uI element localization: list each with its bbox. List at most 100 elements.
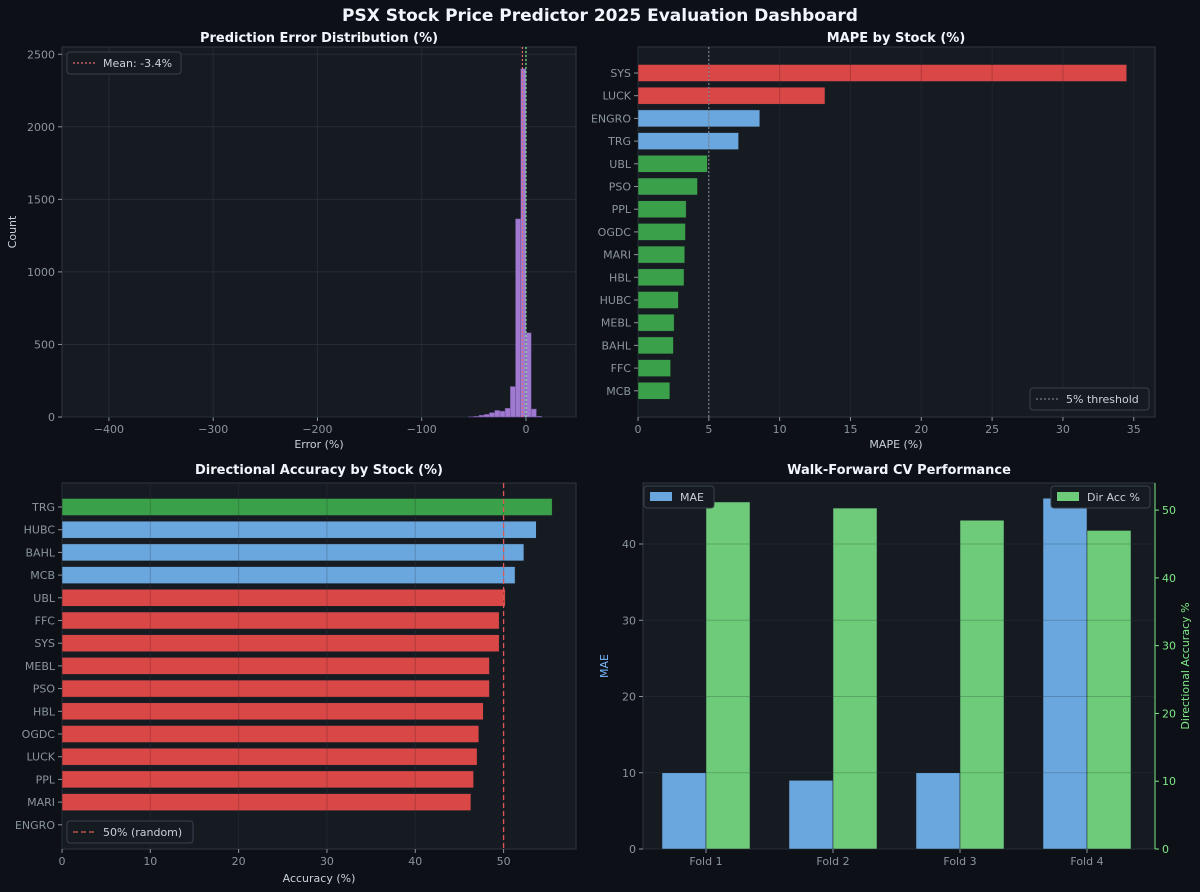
left-tick-label: 20 — [622, 691, 636, 704]
legend-swatch — [650, 492, 672, 501]
stock-label: PSO — [609, 181, 632, 194]
x-tick-label: 5 — [705, 423, 712, 436]
stock-label: MARI — [603, 249, 631, 262]
x-tick-label: 10 — [143, 855, 157, 868]
histogram-bar — [530, 408, 537, 418]
stock-label: HBL — [33, 705, 56, 718]
walk-forward-title: Walk-Forward CV Performance — [787, 463, 1011, 478]
legend-mean-label: Mean: -3.4% — [103, 57, 172, 70]
histogram-bar — [504, 408, 511, 418]
legend-threshold-label: 5% threshold — [1066, 393, 1139, 406]
mape-bar — [637, 313, 675, 332]
mape-bar — [637, 177, 698, 196]
histogram-bar — [489, 412, 495, 418]
stock-label: LUCK — [602, 90, 631, 103]
dir-acc-bar — [705, 501, 751, 850]
dir-acc-bar — [1086, 530, 1132, 850]
stock-label: FFC — [35, 615, 56, 628]
right-tick-label: 20 — [1162, 707, 1176, 720]
accuracy-bar — [61, 725, 480, 743]
legend-swatch — [1057, 492, 1079, 501]
x-tick-label: 30 — [1056, 423, 1070, 436]
histogram-bar — [478, 415, 485, 418]
x-tick-label: 30 — [320, 855, 334, 868]
accuracy-bar — [61, 498, 553, 516]
x-tick-label: −100 — [407, 423, 437, 436]
dir-acc-bar — [832, 507, 878, 850]
x-tick-label: 15 — [843, 423, 857, 436]
x-tick-label: 0 — [522, 423, 529, 436]
fold-label: Fold 1 — [689, 855, 722, 868]
legend-mae-label: MAE — [680, 491, 704, 504]
right-tick-label: 50 — [1162, 504, 1176, 517]
legend-box — [1029, 387, 1150, 411]
histogram-bar — [510, 386, 516, 418]
stock-label: TRG — [607, 135, 631, 148]
x-tick-label: 35 — [1127, 423, 1141, 436]
histogram-bar — [536, 416, 542, 418]
left-tick-label: 0 — [629, 843, 636, 856]
accuracy-bar — [61, 611, 500, 630]
fold-label: Fold 3 — [943, 855, 976, 868]
walk-forward-left-ylabel: MAE — [598, 654, 611, 678]
stock-label: PPL — [612, 203, 632, 216]
mape-bar — [637, 268, 685, 287]
walk-forward-panel: Walk-Forward CV Performance MAE Directio… — [598, 463, 1192, 868]
stock-label: MEBL — [601, 317, 632, 330]
mape-panel: MAPE by Stock (%) MAPE (%) 0 5 10 15 20 25 30 3… — [591, 31, 1156, 451]
legend-threshold-label: 50% (random) — [103, 826, 182, 839]
mae-bar — [915, 772, 961, 850]
stock-label: MARI — [27, 796, 55, 809]
accuracy-bar — [61, 543, 525, 562]
y-tick-label: 1000 — [27, 266, 55, 279]
left-tick-label: 30 — [622, 614, 636, 627]
left-tick-label: 40 — [622, 538, 636, 551]
histogram-bar — [525, 332, 532, 418]
stock-label: HUBC — [600, 294, 632, 307]
error-distribution-ylabel: Count — [6, 215, 19, 248]
y-tick-label: 2500 — [27, 48, 55, 61]
legend-box — [66, 51, 182, 75]
x-tick-label: 0 — [635, 423, 642, 436]
x-tick-label: 50 — [497, 855, 511, 868]
histogram-bar — [473, 416, 480, 418]
stock-label: MCB — [606, 385, 631, 398]
stock-label: ENGRO — [15, 819, 55, 832]
accuracy-bar — [61, 793, 472, 811]
stock-label: LUCK — [26, 751, 55, 764]
stock-label: HUBC — [24, 524, 56, 537]
mape-bar — [637, 291, 679, 309]
stock-label: HBL — [609, 271, 632, 284]
accuracy-bar — [61, 702, 484, 721]
x-tick-label: −200 — [302, 423, 332, 436]
accuracy-bar — [61, 520, 537, 539]
x-tick-label: −400 — [94, 423, 124, 436]
histogram-bar — [484, 414, 490, 418]
mape-bar — [637, 155, 708, 173]
stock-label: PPL — [36, 773, 56, 786]
mape-bar — [637, 336, 674, 355]
stock-label: PSO — [33, 683, 56, 696]
stock-label: BAHL — [602, 339, 632, 352]
error-distribution-title: Prediction Error Distribution (%) — [200, 31, 438, 46]
x-tick-label: 20 — [914, 423, 928, 436]
histogram-bar — [494, 410, 501, 418]
legend-box — [1050, 485, 1151, 509]
stock-label: UBL — [33, 592, 56, 605]
y-tick-label: 1500 — [27, 193, 55, 206]
left-tick-label: 10 — [622, 767, 636, 780]
directional-accuracy-xlabel: Accuracy (%) — [283, 872, 356, 885]
stock-label: MCB — [30, 569, 55, 582]
mape-bar — [637, 86, 826, 105]
directional-accuracy-title: Directional Accuracy by Stock (%) — [195, 463, 443, 478]
mape-bar — [637, 200, 687, 218]
x-tick-label: 25 — [985, 423, 999, 436]
directional-accuracy-panel: Directional Accuracy by Stock (%) Accura… — [15, 463, 577, 885]
stock-label: BAHL — [26, 546, 56, 559]
mape-bar — [637, 64, 1127, 82]
stock-label: SYS — [34, 637, 55, 650]
mape-bar — [637, 132, 739, 150]
accuracy-bar — [61, 589, 506, 607]
stock-label: SYS — [610, 67, 631, 80]
